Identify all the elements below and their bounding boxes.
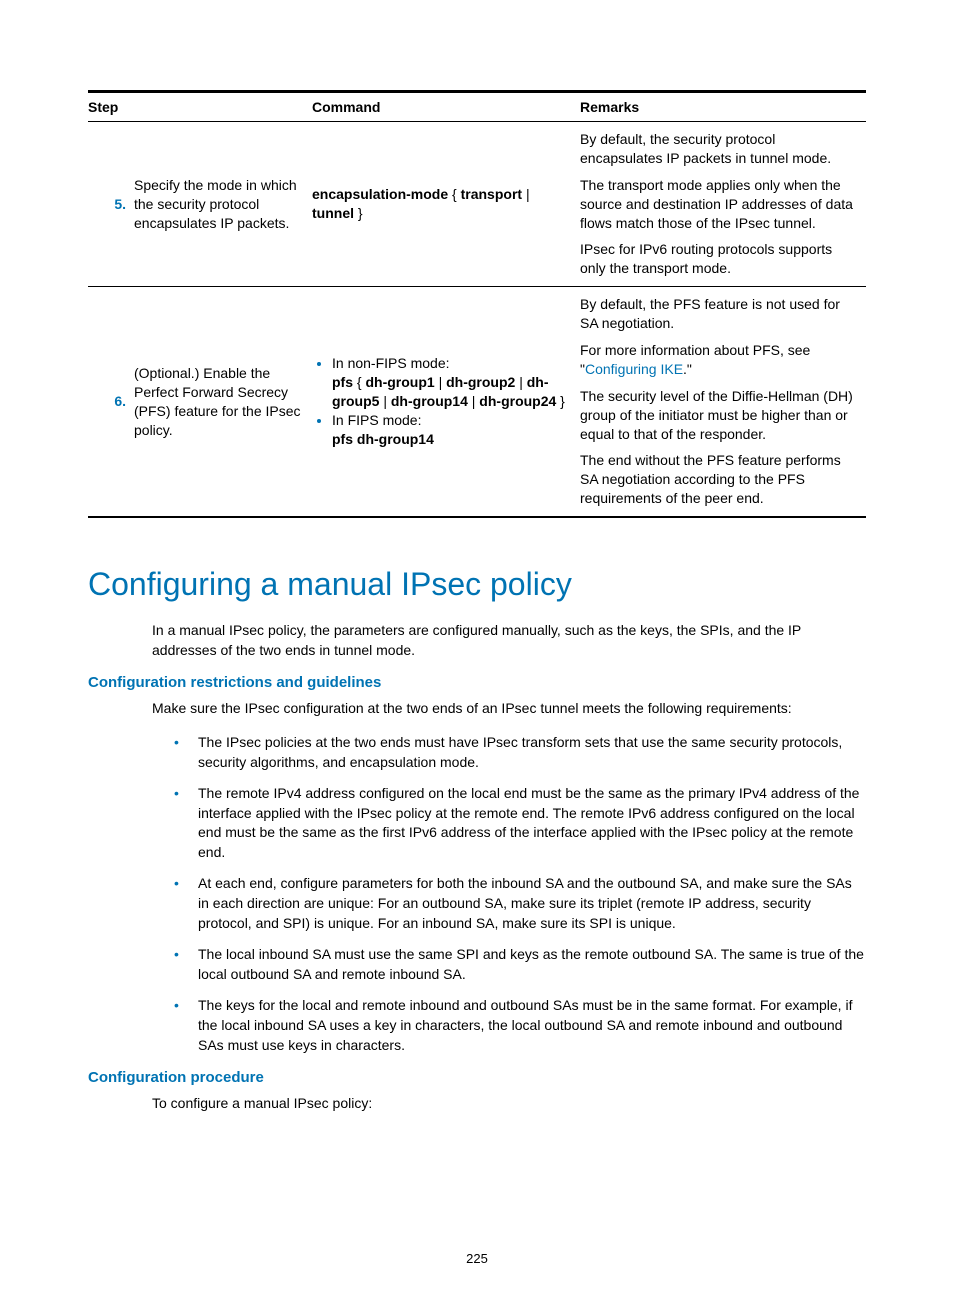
th-step: Step bbox=[88, 92, 312, 122]
restrictions-intro: Make sure the IPsec configuration at the… bbox=[152, 699, 866, 719]
steps-table: Step Command Remarks 5. Specify the mode… bbox=[88, 90, 866, 518]
step-number: 6. bbox=[88, 287, 134, 517]
step-remarks: By default, the security protocol encaps… bbox=[580, 122, 866, 287]
list-item: The IPsec policies at the two ends must … bbox=[174, 733, 866, 772]
cmd-fips: In FIPS mode: pfs dh-group14 bbox=[332, 411, 572, 449]
step-command: encapsulation-mode { transport | tunnel … bbox=[312, 122, 580, 287]
intro-paragraph: In a manual IPsec policy, the parameters… bbox=[152, 621, 866, 660]
table-row: 6. (Optional.) Enable the Perfect Forwar… bbox=[88, 287, 866, 517]
list-item: The remote IPv4 address configured on th… bbox=[174, 784, 866, 862]
page-number: 225 bbox=[0, 1251, 954, 1266]
step-command: In non-FIPS mode: pfs { dh-group1 | dh-g… bbox=[312, 287, 580, 517]
link-configuring-ike[interactable]: Configuring IKE bbox=[585, 361, 683, 377]
list-item: The local inbound SA must use the same S… bbox=[174, 945, 866, 984]
list-item: At each end, configure parameters for bo… bbox=[174, 874, 866, 933]
restrictions-list: The IPsec policies at the two ends must … bbox=[174, 733, 866, 1055]
step-number: 5. bbox=[88, 122, 134, 287]
list-item: The keys for the local and remote inboun… bbox=[174, 996, 866, 1055]
step-desc: Specify the mode in which the security p… bbox=[134, 122, 312, 287]
step-remarks: By default, the PFS feature is not used … bbox=[580, 287, 866, 517]
section-title: Configuring a manual IPsec policy bbox=[88, 566, 866, 603]
table-header-row: Step Command Remarks bbox=[88, 92, 866, 122]
cmd-nonfips: In non-FIPS mode: pfs { dh-group1 | dh-g… bbox=[332, 354, 572, 411]
subheading-procedure: Configuration procedure bbox=[88, 1069, 866, 1086]
th-command: Command bbox=[312, 92, 580, 122]
procedure-intro: To configure a manual IPsec policy: bbox=[152, 1094, 866, 1114]
step-desc: (Optional.) Enable the Perfect Forward S… bbox=[134, 287, 312, 517]
th-remarks: Remarks bbox=[580, 92, 866, 122]
table-row: 5. Specify the mode in which the securit… bbox=[88, 122, 866, 287]
subheading-restrictions: Configuration restrictions and guideline… bbox=[88, 674, 866, 691]
